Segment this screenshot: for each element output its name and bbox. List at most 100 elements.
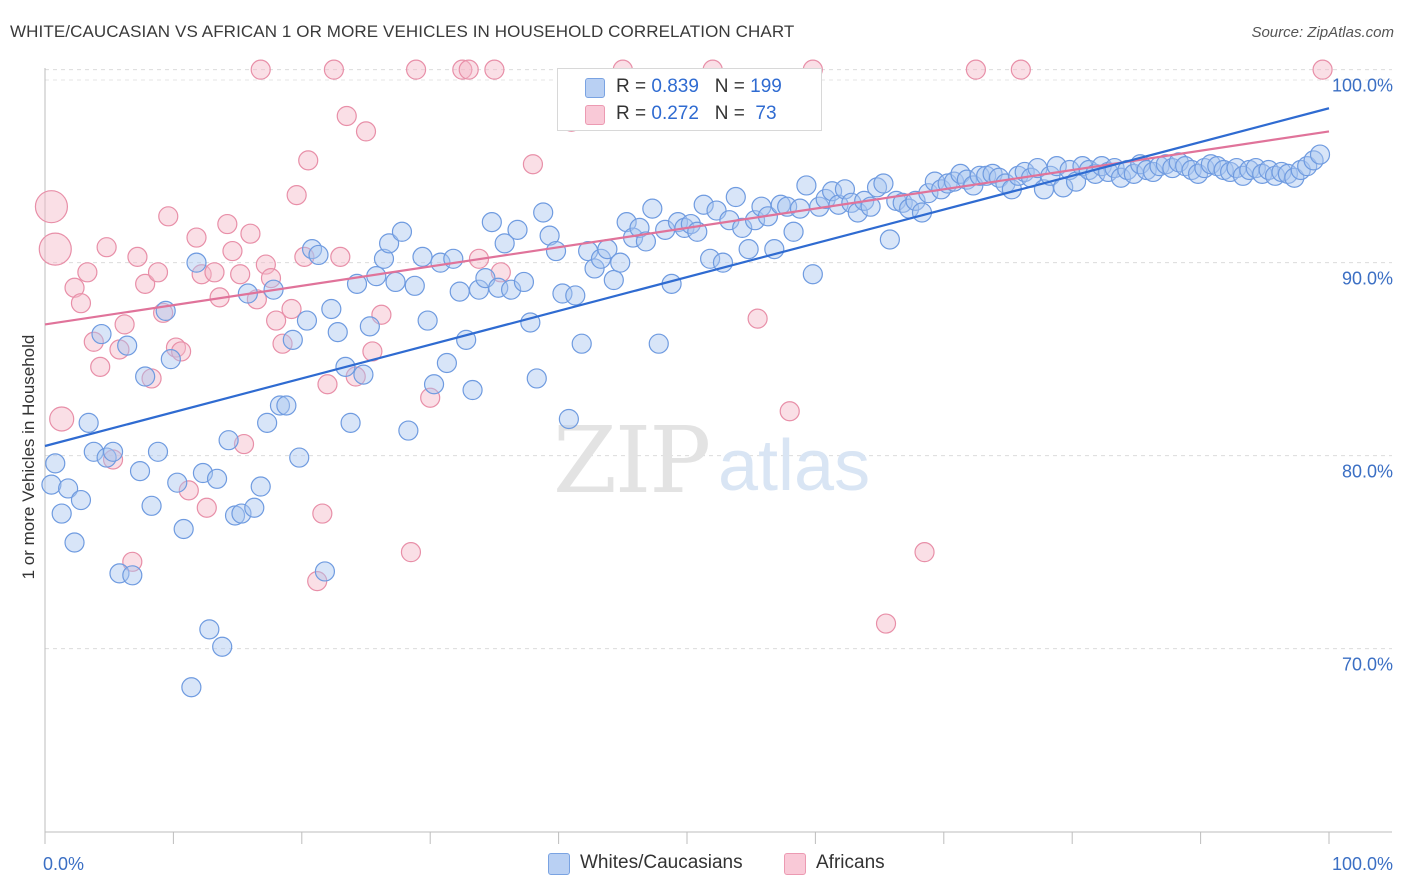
axes	[44, 68, 1392, 844]
data-point-whites	[160, 349, 181, 370]
data-point-africans	[114, 314, 135, 335]
data-point-whites	[616, 212, 637, 233]
data-point-whites	[70, 489, 92, 511]
data-point-whites	[635, 231, 657, 252]
data-point-africans	[178, 480, 199, 501]
data-point-whites	[109, 563, 130, 584]
data-point-whites	[449, 281, 470, 302]
data-point-whites	[417, 310, 438, 331]
data-point-africans	[484, 59, 505, 80]
data-point-africans	[400, 542, 422, 563]
legend-n-value-africans: 73	[750, 103, 777, 124]
data-point-africans	[204, 262, 225, 283]
data-point-africans	[330, 246, 351, 267]
data-point-whites	[41, 474, 62, 495]
data-point-whites	[796, 175, 817, 196]
data-point-whites	[1168, 152, 1189, 173]
data-point-whites	[218, 430, 239, 451]
data-point-whites	[327, 322, 348, 343]
data-point-africans	[90, 356, 111, 377]
data-point-africans	[272, 333, 293, 354]
data-point-whites	[141, 495, 162, 516]
data-point-africans	[323, 59, 344, 80]
legend-r-label: R =	[616, 103, 652, 124]
data-point-whites	[892, 192, 913, 213]
data-point-whites	[186, 252, 207, 273]
data-point-whites	[51, 503, 72, 524]
data-point-africans	[147, 262, 169, 283]
data-point-whites	[257, 412, 278, 433]
data-point-whites	[301, 239, 323, 260]
series-africans	[34, 59, 1333, 634]
data-point-africans	[281, 298, 302, 320]
y-tick-label: 90.0%	[1342, 269, 1393, 289]
data-point-africans	[965, 59, 987, 80]
data-point-whites	[725, 186, 746, 208]
legend-n-label: N =	[714, 76, 751, 97]
data-point-whites	[1303, 150, 1324, 171]
legend-n-value-whites: 199	[750, 76, 782, 97]
data-point-whites	[373, 248, 395, 269]
data-point-whites	[558, 408, 579, 430]
data-point-whites	[481, 212, 502, 233]
data-point-whites	[1277, 163, 1299, 184]
trend-line-whites	[44, 107, 1330, 448]
data-point-whites	[122, 565, 143, 586]
data-point-africans	[250, 59, 271, 80]
data-point-whites	[802, 264, 823, 285]
data-point-africans	[83, 331, 104, 352]
data-point-whites	[866, 177, 888, 198]
data-point-africans	[317, 374, 338, 395]
series-legend-swatch-whites	[548, 853, 570, 875]
data-point-whites	[282, 329, 303, 350]
data-point-africans	[355, 121, 377, 142]
data-point-whites	[732, 217, 753, 239]
data-point-whites	[642, 198, 663, 219]
legend-n-label: N =	[714, 103, 751, 124]
data-point-whites	[181, 677, 202, 698]
data-point-africans	[1010, 59, 1031, 80]
data-point-africans	[490, 262, 511, 283]
data-point-whites	[91, 323, 112, 345]
data-point-whites	[738, 239, 759, 260]
y-tick-label: 80.0%	[1342, 462, 1393, 482]
series-legend-label-africans: Africans	[816, 852, 885, 873]
data-point-africans	[747, 308, 768, 329]
data-point-whites	[500, 279, 522, 300]
data-point-africans	[127, 246, 148, 267]
data-point-africans	[914, 542, 935, 563]
data-point-whites	[359, 316, 380, 337]
data-point-whites	[45, 453, 66, 474]
data-point-africans	[875, 613, 897, 634]
data-point-whites	[488, 277, 509, 298]
data-point-africans	[312, 503, 333, 524]
data-point-africans	[70, 293, 92, 314]
data-point-africans	[336, 105, 357, 127]
data-point-whites	[147, 441, 169, 462]
data-point-africans	[298, 150, 319, 171]
data-point-whites	[269, 395, 291, 416]
data-point-whites	[507, 219, 528, 240]
data-point-whites	[1309, 144, 1331, 165]
data-point-whites	[545, 240, 567, 262]
data-point-africans	[158, 206, 179, 227]
data-point-whites	[603, 269, 624, 291]
trend-lines	[44, 107, 1330, 448]
data-point-whites	[533, 202, 554, 223]
data-point-whites	[404, 275, 425, 296]
data-point-whites	[905, 190, 926, 211]
data-point-africans	[77, 262, 98, 283]
data-point-africans	[38, 232, 72, 266]
data-point-whites	[58, 478, 79, 499]
data-point-africans	[196, 497, 217, 518]
data-point-whites	[584, 258, 605, 279]
data-point-whites	[167, 472, 188, 493]
data-point-africans	[222, 240, 243, 262]
watermark-zip: ZIP	[553, 407, 709, 514]
data-point-whites	[1258, 159, 1279, 181]
data-point-africans	[452, 59, 473, 80]
data-point-whites	[1181, 159, 1202, 181]
data-point-whites	[96, 447, 117, 468]
chart-source: Source: ZipAtlas.com	[1251, 24, 1394, 41]
